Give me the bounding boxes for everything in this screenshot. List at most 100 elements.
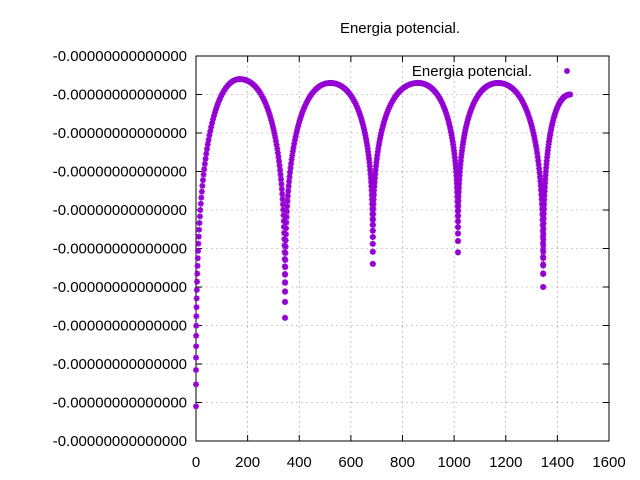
x-tick-label: 800 <box>390 454 415 471</box>
y-tick-label: -0.00000000000000 <box>53 395 187 412</box>
x-tick-label: 1400 <box>541 454 574 471</box>
data-point <box>540 225 547 232</box>
x-tick-label: 200 <box>235 454 260 471</box>
y-tick-label: -0.00000000000000 <box>53 125 187 142</box>
data-point <box>540 231 547 238</box>
data-point <box>288 156 295 163</box>
data-point <box>193 332 200 339</box>
data-point <box>195 247 202 254</box>
data-point <box>193 343 200 350</box>
y-tick-label: -0.00000000000000 <box>53 48 187 65</box>
data-point <box>283 219 290 226</box>
x-tick-label: 0 <box>192 454 200 471</box>
data-point <box>193 313 200 320</box>
data-point <box>370 201 377 208</box>
data-point <box>196 219 203 226</box>
data-point <box>455 202 462 209</box>
data-point <box>282 279 289 286</box>
data-point <box>370 221 377 228</box>
x-tick-label: 1600 <box>592 454 625 471</box>
y-tick-label: -0.00000000000000 <box>53 202 187 219</box>
data-point <box>369 240 376 247</box>
data-point <box>285 188 292 195</box>
data-point <box>285 183 292 190</box>
data-point <box>206 132 213 139</box>
data-point <box>193 322 200 329</box>
data-point <box>288 160 295 167</box>
data-point <box>287 169 294 176</box>
data-point <box>199 177 206 184</box>
data-point <box>195 233 202 240</box>
x-tick-label: 1200 <box>489 454 522 471</box>
data-point <box>371 179 378 186</box>
data-point <box>193 304 200 311</box>
data-point <box>283 213 290 220</box>
data-point <box>283 225 290 232</box>
x-tick-label: 400 <box>287 454 312 471</box>
y-tick-label: -0.00000000000000 <box>53 279 187 296</box>
data-point <box>282 288 289 295</box>
data-point <box>282 299 289 306</box>
data-point <box>370 216 377 223</box>
data-point <box>282 231 289 238</box>
y-tick-label: -0.00000000000000 <box>53 356 187 373</box>
data-point <box>197 206 204 213</box>
data-point <box>540 262 547 269</box>
data-point <box>282 264 289 271</box>
data-point <box>277 171 284 178</box>
data-point <box>198 188 205 195</box>
legend-marker-star-icon <box>564 68 570 74</box>
y-tick-label: -0.00000000000000 <box>53 164 187 181</box>
data-point <box>536 165 543 172</box>
y-tick-label: -0.00000000000000 <box>53 241 187 258</box>
data-point <box>373 163 380 170</box>
data-point <box>290 144 297 151</box>
data-point <box>284 198 291 205</box>
y-tick-label: -0.00000000000000 <box>53 318 187 335</box>
y-axis: -0.00000000000000 -0.00000000000000 -0.000… <box>53 48 609 450</box>
x-tick-label: 600 <box>338 454 363 471</box>
data-point <box>369 248 376 255</box>
data-point <box>195 240 202 247</box>
data-series-energia-potencial <box>193 76 574 410</box>
chart-title: Energia potencial. <box>340 20 460 37</box>
data-point <box>282 250 289 257</box>
data-point <box>282 243 289 250</box>
data-point <box>199 182 206 189</box>
data-point <box>540 271 547 278</box>
data-point <box>193 381 200 388</box>
data-point <box>454 249 461 256</box>
y-tick-label: -0.00000000000000 <box>53 87 187 104</box>
data-point <box>540 220 547 227</box>
data-point <box>194 278 201 285</box>
legend-marker-star-icon <box>564 68 570 74</box>
data-point <box>540 255 547 262</box>
data-point <box>540 242 547 249</box>
data-point <box>567 91 574 98</box>
data-point <box>540 236 547 243</box>
data-point <box>455 207 462 214</box>
data-point <box>193 295 200 302</box>
data-point <box>282 271 289 278</box>
data-point <box>198 194 205 201</box>
data-point <box>370 211 377 218</box>
data-point <box>194 255 201 262</box>
data-point <box>193 403 199 410</box>
y-tick-label: -0.00000000000000 <box>53 433 187 450</box>
legend-label: Energia potencial. <box>412 63 532 80</box>
data-point <box>196 226 203 233</box>
data-point <box>276 162 283 169</box>
data-point <box>193 286 200 293</box>
data-point <box>282 314 289 321</box>
data-point <box>278 185 285 192</box>
data-point <box>197 200 204 207</box>
data-point <box>540 248 547 255</box>
data-point <box>282 237 289 244</box>
grid-lines <box>196 56 609 441</box>
data-point <box>455 212 462 219</box>
data-point <box>455 184 462 191</box>
data-point <box>286 178 293 185</box>
data-point <box>369 233 376 240</box>
data-point <box>282 256 289 263</box>
